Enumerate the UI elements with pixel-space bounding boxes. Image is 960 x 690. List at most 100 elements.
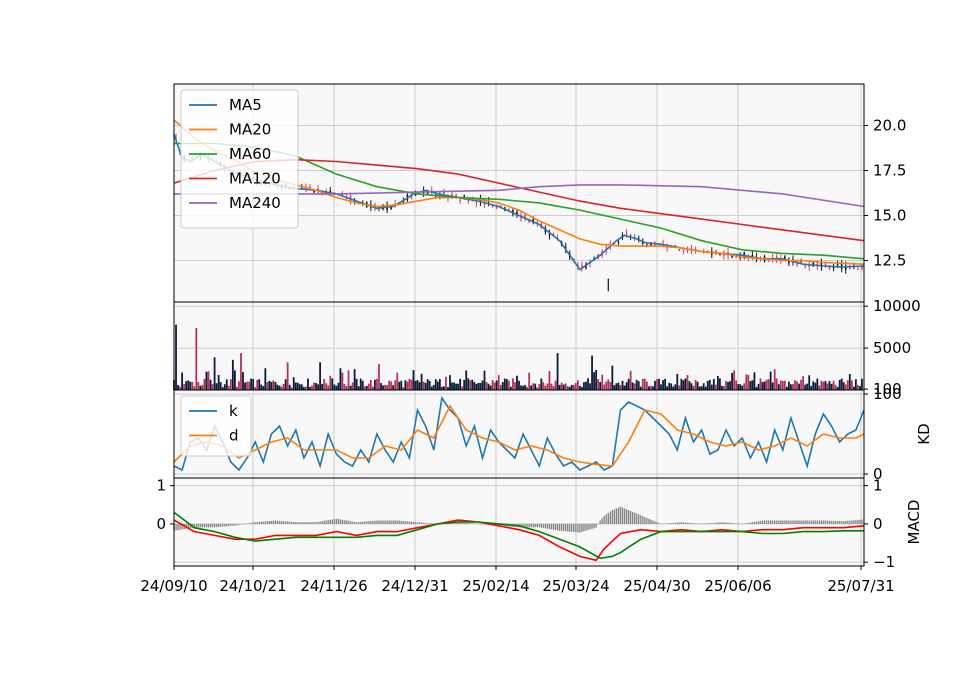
volume-bar (501, 382, 504, 390)
volume-bar (298, 384, 301, 390)
macd-histogram-bar (455, 522, 457, 524)
volume-bar (846, 380, 849, 390)
volume-bar (260, 384, 263, 390)
volume-bar (670, 383, 673, 390)
volume-bar (250, 378, 253, 390)
y-tick-label: 5000 (873, 339, 911, 357)
macd-histogram-bar (280, 520, 283, 524)
macd-histogram-bar (412, 521, 415, 524)
macd-histogram-bar (199, 523, 202, 528)
volume-bar (731, 372, 733, 390)
macd-histogram-bar (299, 522, 301, 524)
volume-bar (861, 378, 863, 390)
volume-bar (272, 380, 275, 390)
macd-histogram-bar (564, 523, 567, 532)
volume-bar (248, 381, 250, 390)
volume-bar (420, 373, 423, 390)
volume-bar (509, 386, 512, 390)
volume-bar (854, 379, 857, 390)
volume-bar (654, 380, 656, 390)
candle-body (682, 250, 685, 252)
macd-histogram-bar (420, 522, 423, 524)
volume-bar (321, 383, 324, 390)
volume-bar (674, 384, 677, 390)
macd-histogram-bar (569, 523, 571, 532)
macd-histogram-bar (702, 523, 705, 525)
volume-bar (842, 382, 845, 390)
macd-histogram-bar (676, 522, 678, 524)
volume-bar (629, 370, 632, 390)
volume-bar (252, 379, 255, 390)
macd-histogram-bar (709, 523, 711, 524)
volume-bar (566, 386, 569, 390)
volume-bar (552, 386, 555, 390)
macd-histogram-bar (329, 519, 331, 524)
macd-histogram-bar (700, 523, 703, 525)
macd-histogram-bar (719, 522, 721, 524)
volume-bar (353, 369, 356, 390)
volume-bar (367, 383, 370, 390)
volume-bar (343, 384, 346, 390)
macd-histogram-bar (372, 520, 374, 524)
volume-bar (601, 374, 604, 390)
x-tick-label: 24/12/31 (381, 577, 448, 595)
volume-bar (313, 382, 315, 390)
volume-bar (479, 383, 482, 390)
volume-bar (593, 372, 595, 390)
macd-histogram-bar (459, 522, 461, 524)
candle-body (828, 266, 831, 269)
volume-bar (641, 378, 644, 390)
macd-histogram-bar (376, 520, 378, 524)
volume-bar (365, 385, 368, 390)
volume-bar (402, 387, 405, 390)
volume-bar (211, 384, 214, 390)
panel-background-volume (174, 302, 864, 390)
candle-body (666, 247, 668, 249)
volume-bar (329, 375, 332, 390)
volume-bar (538, 384, 541, 390)
volume-bar (660, 384, 662, 390)
macd-histogram-bar (814, 520, 816, 524)
volume-bar (258, 379, 261, 390)
volume-bar (721, 385, 723, 390)
macd-histogram-bar (542, 523, 545, 529)
macd-histogram-bar (845, 520, 847, 524)
macd-histogram-bar (674, 522, 676, 524)
volume-bar (461, 386, 464, 390)
candle-body (455, 194, 457, 199)
legend-label-d: d (229, 427, 239, 445)
y-tick-label: 20.0 (873, 116, 906, 134)
macd-histogram-bar (830, 520, 833, 524)
volume-bar (426, 379, 429, 390)
macd-histogram-bar (741, 523, 743, 525)
macd-histogram-bar (305, 522, 307, 524)
volume-bar (686, 375, 689, 390)
volume-bar (438, 379, 441, 390)
volume-bar (619, 385, 622, 390)
macd-histogram-bar (313, 522, 315, 524)
macd-histogram-bar (414, 522, 417, 524)
volume-bar (806, 383, 809, 390)
macd-histogram-bar (587, 523, 589, 531)
volume-bar (213, 357, 216, 390)
macd-histogram-bar (743, 523, 745, 525)
macd-histogram-bar (808, 520, 810, 524)
candle-body (548, 234, 551, 236)
y-tick-label: 1 (873, 477, 883, 495)
volume-bar (231, 359, 234, 390)
volume-bar (798, 383, 800, 390)
macd-histogram-bar (546, 523, 549, 529)
macd-histogram-bar (467, 523, 469, 524)
macd-histogram-bar (347, 520, 350, 524)
volume-bar (315, 383, 317, 390)
volume-bar (723, 386, 725, 390)
volume-bar (650, 385, 652, 390)
volume-bar (349, 385, 352, 390)
volume-bar (753, 372, 756, 390)
panel-background-KD (174, 390, 864, 478)
macd-histogram-bar (232, 523, 234, 526)
macd-histogram-bar (431, 523, 433, 524)
volume-bar (688, 381, 691, 390)
volume-bar (763, 381, 766, 390)
